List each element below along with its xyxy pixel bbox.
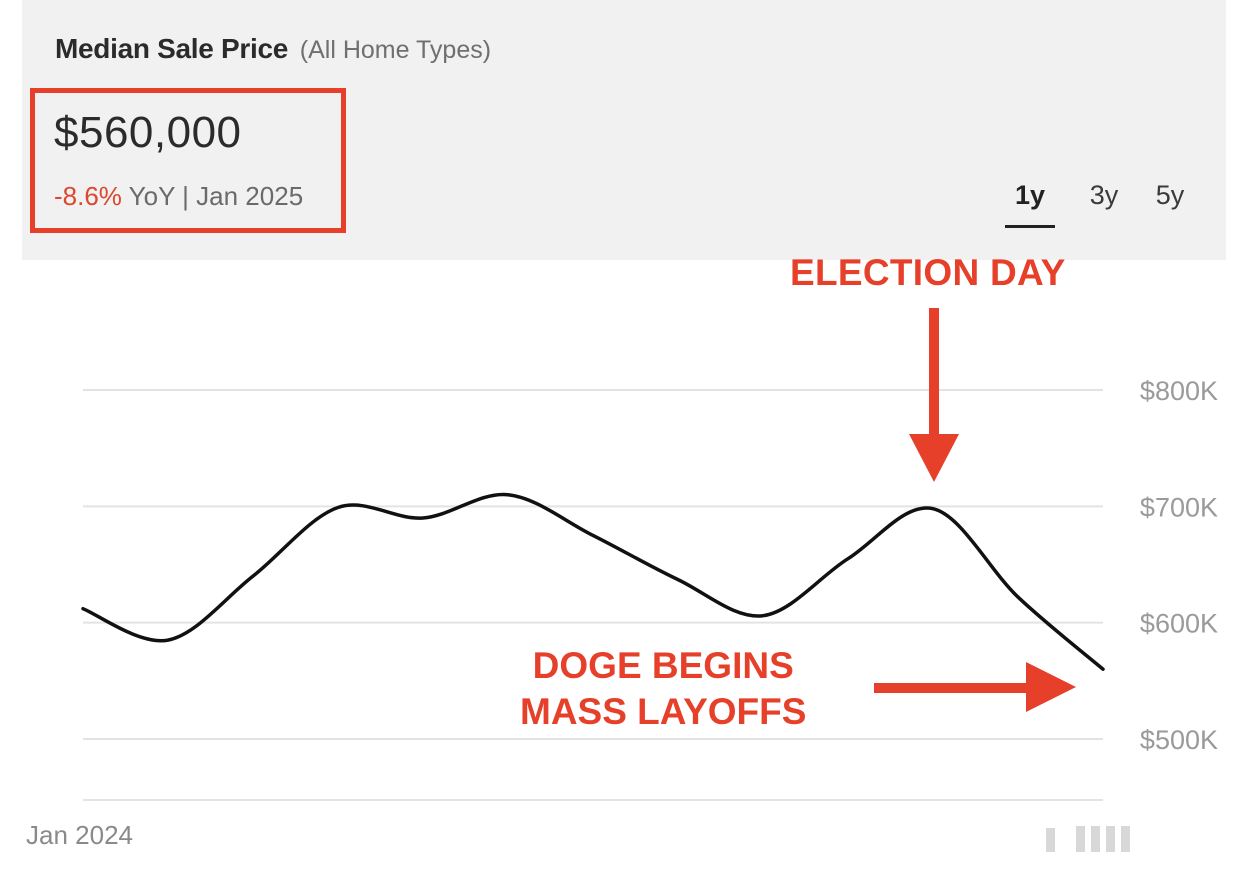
chart-title: Median Sale Price (All Home Types) [55, 33, 491, 65]
y-tick-label: $600K [1140, 609, 1218, 639]
title-subtitle: (All Home Types) [299, 36, 492, 64]
tab-3y[interactable]: 3y [1089, 180, 1119, 210]
watermark-bar [1091, 826, 1100, 852]
y-tick-label: $800K [1140, 376, 1218, 406]
price-meta: -8.6% YoY | Jan 2025 [54, 181, 303, 212]
doge-annotation: DOGE BEGINS MASS LAYOFFS [520, 643, 806, 735]
y-tick-label: $500K [1140, 725, 1218, 755]
yoy-change: -8.6% [54, 181, 122, 211]
median-price-line [81, 492, 1105, 671]
watermark-bar [1106, 826, 1115, 852]
doge-arrow-shaft [874, 683, 1034, 693]
watermark-bar [1121, 826, 1130, 852]
watermark-bars [1046, 826, 1130, 852]
summary-panel [22, 0, 1226, 260]
yoy-period: YoY | Jan 2025 [121, 181, 304, 211]
tab-5y[interactable]: 5y [1155, 180, 1185, 210]
title-main: Median Sale Price [55, 33, 289, 64]
y-tick-label: $700K [1140, 492, 1218, 522]
watermark-bar [1076, 826, 1085, 852]
watermark-bar [1046, 828, 1055, 852]
doge-line-1: DOGE BEGINS [532, 645, 794, 686]
x-axis-start-label: Jan 2024 [26, 820, 133, 850]
tab-1y[interactable]: 1y [1005, 180, 1055, 228]
doge-arrow-head [1026, 662, 1076, 712]
election-day-annotation: ELECTION DAY [790, 252, 1066, 293]
doge-line-2: MASS LAYOFFS [520, 691, 807, 732]
range-tabs: 1y 3y 5y [1005, 180, 1203, 228]
election-arrow-head [909, 434, 959, 482]
current-price: $560,000 [54, 108, 242, 157]
election-arrow-shaft [929, 308, 939, 438]
highlight-box [30, 88, 346, 233]
